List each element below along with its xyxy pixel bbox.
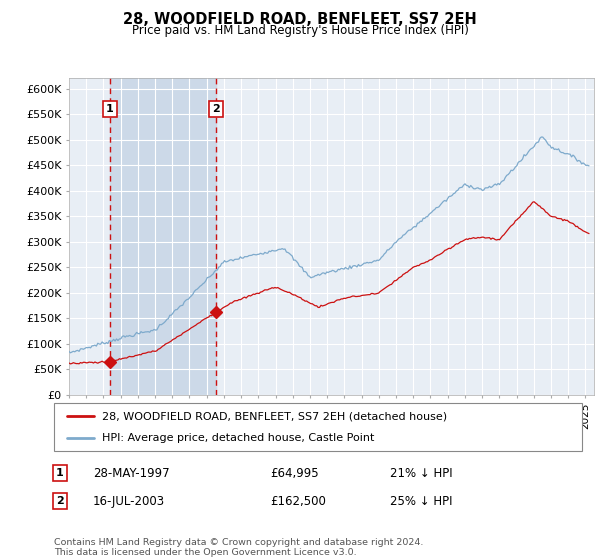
Text: 21% ↓ HPI: 21% ↓ HPI [390,466,452,480]
Text: 28-MAY-1997: 28-MAY-1997 [93,466,170,480]
Text: Price paid vs. HM Land Registry's House Price Index (HPI): Price paid vs. HM Land Registry's House … [131,24,469,36]
Bar [110,78,216,395]
Text: 16-JUL-2003: 16-JUL-2003 [93,494,165,508]
Text: 28, WOODFIELD ROAD, BENFLEET, SS7 2EH: 28, WOODFIELD ROAD, BENFLEET, SS7 2EH [123,12,477,27]
Text: 28, WOODFIELD ROAD, BENFLEET, SS7 2EH (detached house): 28, WOODFIELD ROAD, BENFLEET, SS7 2EH (d… [101,411,446,421]
Text: 2: 2 [212,104,220,114]
Text: HPI: Average price, detached house, Castle Point: HPI: Average price, detached house, Cast… [101,433,374,443]
Text: £64,995: £64,995 [270,466,319,480]
Text: £162,500: £162,500 [270,494,326,508]
Text: 2: 2 [56,496,64,506]
Text: 25% ↓ HPI: 25% ↓ HPI [390,494,452,508]
Text: Contains HM Land Registry data © Crown copyright and database right 2024.
This d: Contains HM Land Registry data © Crown c… [54,538,424,557]
FancyBboxPatch shape [54,403,582,451]
Text: 1: 1 [106,104,114,114]
Text: 1: 1 [56,468,64,478]
